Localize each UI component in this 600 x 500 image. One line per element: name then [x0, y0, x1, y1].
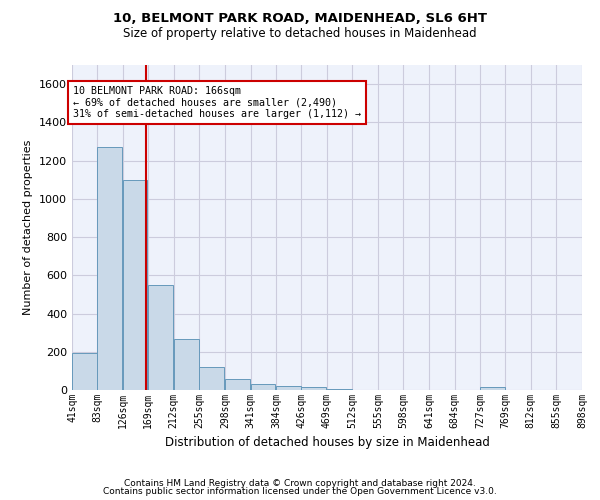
X-axis label: Distribution of detached houses by size in Maidenhead: Distribution of detached houses by size … — [164, 436, 490, 450]
Text: Size of property relative to detached houses in Maidenhead: Size of property relative to detached ho… — [123, 28, 477, 40]
Bar — [174, 340, 199, 390]
Bar — [148, 285, 173, 390]
Bar — [251, 384, 275, 390]
Text: Contains public sector information licensed under the Open Government Licence v3: Contains public sector information licen… — [103, 487, 497, 496]
Bar — [199, 367, 224, 390]
Bar — [123, 180, 148, 390]
Text: 10, BELMONT PARK ROAD, MAIDENHEAD, SL6 6HT: 10, BELMONT PARK ROAD, MAIDENHEAD, SL6 6… — [113, 12, 487, 26]
Text: Contains HM Land Registry data © Crown copyright and database right 2024.: Contains HM Land Registry data © Crown c… — [124, 478, 476, 488]
Text: 10 BELMONT PARK ROAD: 166sqm
← 69% of detached houses are smaller (2,490)
31% of: 10 BELMONT PARK ROAD: 166sqm ← 69% of de… — [73, 86, 361, 119]
Bar — [72, 352, 97, 390]
Bar — [301, 387, 326, 390]
Y-axis label: Number of detached properties: Number of detached properties — [23, 140, 34, 315]
Bar — [97, 147, 122, 390]
Bar — [225, 378, 250, 390]
Bar — [276, 386, 301, 390]
Bar — [481, 387, 505, 390]
Bar — [327, 389, 352, 390]
